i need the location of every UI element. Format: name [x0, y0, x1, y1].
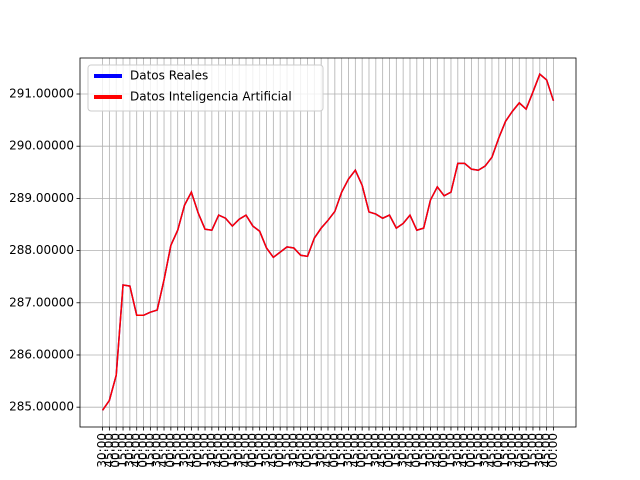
x-tick-label: 30:00 [232, 433, 246, 468]
x-tick-label: 00:00 [437, 433, 451, 468]
x-tick-label: 30:00 [314, 433, 328, 468]
x-tick-label: 15:00 [280, 433, 294, 468]
x-tick-label: 30:00 [286, 433, 300, 468]
x-tick-label: 15:00 [525, 433, 539, 468]
x-tick-label: 30:00 [95, 433, 109, 468]
x-tick-label: 30:00 [150, 433, 164, 468]
x-tick-label: 30:00 [177, 433, 191, 468]
x-tick-label: 00:00 [245, 433, 259, 468]
x-tick-label: 15:00 [334, 433, 348, 468]
y-tick-label: 291.00000 [9, 87, 74, 101]
x-tick-label: 45:00 [375, 433, 389, 468]
x-tick-label: 45:00 [211, 433, 225, 468]
x-tick-label: 00:00 [218, 433, 232, 468]
x-tick-label: 00:00 [464, 433, 478, 468]
legend-box [87, 64, 324, 112]
x-tick-label: 00:00 [382, 433, 396, 468]
x-tick-label: 00:00 [273, 433, 287, 468]
x-tick-label: 15:00 [143, 433, 157, 468]
x-tick-label: 00:00 [355, 433, 369, 468]
x-tick-label: 00:00 [136, 433, 150, 468]
x-tick-label: 30:00 [396, 433, 410, 468]
x-tick-label: 00:00 [519, 433, 533, 468]
x-tick-label: 30:00 [505, 433, 519, 468]
x-tick-label: 15:00 [170, 433, 184, 468]
x-tick-label: 15:00 [416, 433, 430, 468]
x-tick-label: 15:00 [389, 433, 403, 468]
x-tick-label: 45:00 [402, 433, 416, 468]
x-tick-label: 30:00 [368, 433, 382, 468]
x-tick-label: 45:00 [184, 433, 198, 468]
x-tick-label: 30:00 [259, 433, 273, 468]
x-tick-label: 45:00 [430, 433, 444, 468]
x-tick-label: 00:00 [191, 433, 205, 468]
x-tick-label: 30:00 [122, 433, 136, 468]
x-tick-label: 45:00 [457, 433, 471, 468]
x-tick-label: 00:00 [327, 433, 341, 468]
y-tick-label: 287.00000 [9, 295, 74, 309]
x-tick-label: 00:00 [409, 433, 423, 468]
x-tick-label: 15:00 [498, 433, 512, 468]
x-tick-label: 30:00 [423, 433, 437, 468]
x-tick-label: 00:00 [109, 433, 123, 468]
y-tick-label: 290.00000 [9, 139, 74, 153]
x-tick-label: 45:00 [239, 433, 253, 468]
y-tick-label: 285.00000 [9, 400, 74, 414]
x-tick-label: 45:00 [266, 433, 280, 468]
x-tick-label: 45:00 [293, 433, 307, 468]
x-tick-label: 45:00 [484, 433, 498, 468]
line-series [101, 72, 555, 411]
x-tick-label: 15:00 [361, 433, 375, 468]
x-tick-label: 30:00 [478, 433, 492, 468]
x-tick-label: 15:00 [116, 433, 130, 468]
x-tick-label: 15:00 [307, 433, 321, 468]
x-tick-label: 00:00 [163, 433, 177, 468]
x-tick-label: 00:00 [546, 433, 560, 468]
x-tick-label: 15:00 [443, 433, 457, 468]
legend-label: Datos Inteligencia Artificial [130, 90, 292, 104]
y-tick-label: 286.00000 [9, 347, 74, 361]
legend: Datos Reales Datos Inteligencia Artificia… [87, 64, 324, 112]
x-tick-label: 15:00 [198, 433, 212, 468]
legend-label: Datos Reales [130, 69, 208, 83]
x-tick-label: 15:00 [225, 433, 239, 468]
x-tick-label: 00:00 [491, 433, 505, 468]
x-tick-label: 00:00 [300, 433, 314, 468]
x-tick-label: 15:00 [252, 433, 266, 468]
y-tick-label: 288.00000 [9, 243, 74, 257]
x-tick-label: 45:00 [102, 433, 116, 468]
x-tick-label: 45:00 [321, 433, 335, 468]
x-tick-label: 30:00 [204, 433, 218, 468]
x-tick-label: 45:00 [512, 433, 526, 468]
y-tick-label: 289.00000 [9, 191, 74, 205]
x-tick-label: 45:00 [539, 433, 553, 468]
x-tick-label: 45:00 [157, 433, 171, 468]
x-tick-label: 45:00 [129, 433, 143, 468]
x-tick-label: 30:00 [532, 433, 546, 468]
x-tick-label: 30:00 [450, 433, 464, 468]
x-tick-label: 45:00 [348, 433, 362, 468]
x-tick-label: 30:00 [341, 433, 355, 468]
plot-frame [79, 57, 577, 428]
x-tick-label: 15:00 [471, 433, 485, 468]
